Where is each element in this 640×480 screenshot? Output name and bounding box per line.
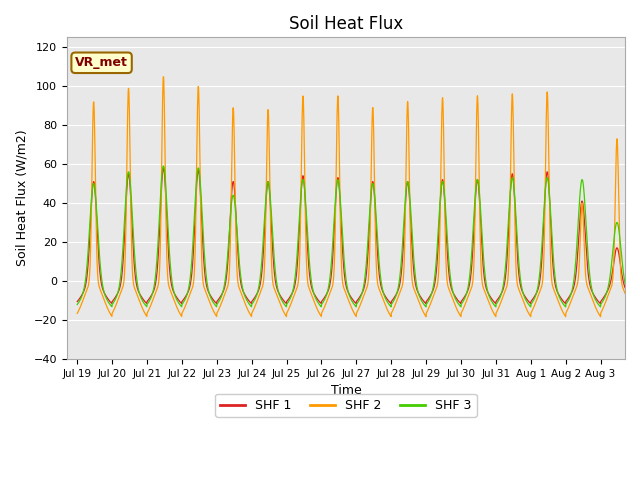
Legend: SHF 1, SHF 2, SHF 3: SHF 1, SHF 2, SHF 3 (215, 394, 477, 417)
Y-axis label: Soil Heat Flux (W/m2): Soil Heat Flux (W/m2) (15, 130, 28, 266)
X-axis label: Time: Time (330, 384, 361, 397)
Text: VR_met: VR_met (75, 56, 128, 69)
Title: Soil Heat Flux: Soil Heat Flux (289, 15, 403, 33)
